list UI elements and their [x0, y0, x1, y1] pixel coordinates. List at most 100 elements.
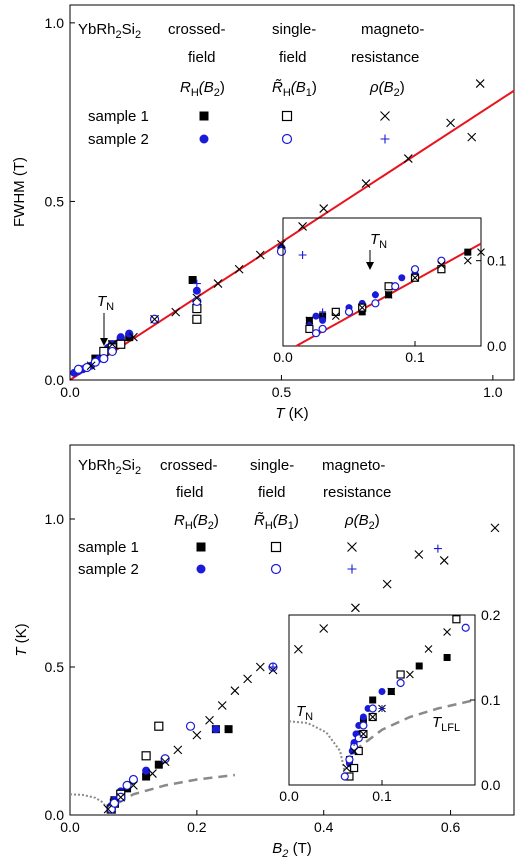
top-s4-point-0	[86, 361, 96, 371]
bottom-inset-s2-point-6-shape	[452, 615, 461, 624]
top-s3-point-1-shape	[82, 362, 92, 373]
bottom-s4-point-11	[255, 662, 265, 672]
top-legend-s1-marker-0	[199, 111, 209, 121]
top-s2-point-2	[116, 339, 126, 349]
bottom-inset-s4-point-2	[359, 730, 368, 738]
bottom-x-ticks: 0.0 0.2 0.4 0.6	[60, 810, 461, 835]
bottom-data-marks	[103, 523, 500, 814]
top-inset-s4-point-1	[331, 312, 340, 321]
top-s1-point-14	[192, 286, 201, 295]
bottom-legend-s1-marker-0	[196, 542, 206, 552]
top-s4-point-1-shape	[107, 339, 117, 349]
top-legend-s2-marker-2	[380, 134, 390, 144]
bottom-inset-tn-label: TN	[296, 703, 313, 723]
bottom-s5-point-1	[433, 544, 442, 553]
top-s4-point-14	[446, 118, 455, 128]
bottom-s4-point-10-shape	[243, 674, 252, 684]
bottom-inset-s4-point-8	[443, 628, 451, 636]
bottom-s4-point-19-shape	[490, 523, 500, 533]
top-inset-s2-point-3	[384, 282, 393, 291]
bottom-s1-point-7-shape	[211, 725, 220, 734]
bottom-s4-point-11-shape	[255, 662, 265, 672]
bottom-s4-point-5-shape	[173, 745, 183, 755]
bottom-col1-line2: field	[176, 484, 204, 501]
top-fit-line	[69, 89, 515, 381]
top-s3-point-0-shape	[73, 364, 84, 374]
top-inset-s4-point-4	[411, 273, 419, 282]
bottom-s4-point-6	[192, 730, 202, 740]
top-inset-s4-point-0-shape	[305, 316, 314, 325]
bottom-s4-point-19	[490, 523, 500, 533]
bottom-s2-point-4-shape	[154, 721, 164, 731]
bottom-s4-point-13-shape	[293, 644, 303, 654]
bottom-inset-s3-point-7-shape	[461, 623, 470, 632]
top-inset-s2-point-0	[305, 324, 314, 334]
bottom-legend-s2-marker-2	[347, 564, 357, 574]
top-inset-s3-point-4	[391, 282, 400, 291]
bottom-inset-s3-point-7	[461, 623, 470, 632]
bottom-inset-s1-point-5	[359, 713, 367, 721]
bottom-inset-tn-line	[288, 720, 346, 773]
bottom-s4-point-18-shape	[439, 556, 449, 565]
top-legend-s1-marker-1	[281, 110, 293, 122]
bottom-inset-s0-point-6-shape	[415, 662, 423, 670]
bottom-s4-point-2	[129, 781, 138, 790]
bottom-s4-point-17-shape	[414, 550, 424, 559]
bottom-inset-s3-point-0-shape	[340, 772, 349, 781]
top-inset-s4-point-4-shape	[411, 273, 419, 282]
top-s1-point-11-shape	[116, 333, 125, 342]
top-inset-s3-point-1-shape	[318, 324, 327, 334]
top-s4-point-15-shape	[467, 132, 477, 142]
bottom-s4-point-7	[205, 715, 214, 725]
top-y-axis-label: FWHM (T)	[11, 157, 28, 227]
bottom-x-label-2: 0.4	[314, 819, 334, 835]
top-x-label-2: 1.0	[483, 384, 503, 400]
top-s4-point-3	[150, 314, 159, 324]
top-s4-point-6-shape	[213, 279, 223, 288]
bottom-s4-point-9-shape	[230, 686, 240, 696]
bottom-compound-label: YbRh2Si2	[78, 457, 141, 477]
top-inset-y-label-1: 0.1	[487, 253, 507, 269]
top-col3-line2: resistance	[351, 49, 419, 66]
top-legend-s2-marker-2-shape	[380, 134, 390, 144]
top-s4-point-7	[234, 264, 244, 274]
bottom-s1-point-7	[211, 725, 220, 734]
top-inset-s0-point-1-shape	[319, 312, 327, 320]
bottom-s4-point-0	[103, 804, 113, 814]
bottom-inset-s1-point-5-shape	[359, 713, 367, 721]
top-s3-point-0	[73, 364, 84, 374]
bottom-y-label-2: 1.0	[45, 511, 65, 527]
top-inset-s4-point-3	[384, 290, 393, 299]
bottom-s3-point-6	[185, 721, 196, 731]
bottom-s4-point-5	[173, 745, 183, 755]
top-s4-point-15	[467, 132, 477, 142]
bottom-inset-s0-point-4	[369, 696, 377, 704]
top-s2-point-2-shape	[116, 339, 126, 349]
top-panel: 0.0 0.5 1.0 0.0 0.5 1.0 YbRh2Si2 crossed- fi…	[11, 4, 515, 422]
top-s0-point-5-shape	[188, 276, 197, 284]
bottom-inset-s0-point-4-shape	[369, 696, 377, 704]
top-inset-s3-point-0	[311, 329, 321, 338]
bottom-s5-point-0	[268, 663, 277, 671]
bottom-inset-s4-point-5-shape	[387, 687, 396, 696]
bottom-s4-point-8	[217, 701, 227, 710]
top-legend-s2-marker-0-shape	[199, 134, 209, 144]
top-inset-s0-point-6-shape	[464, 248, 472, 256]
top-inset-s3-point-5-shape	[410, 265, 420, 274]
bottom-col2-line1: single-	[250, 457, 294, 474]
top-legend-s2-marker-1	[281, 133, 293, 145]
top-col1-line2: field	[188, 49, 216, 66]
bottom-s4-point-15	[351, 603, 360, 613]
top-legend-sample1: sample 1	[88, 108, 149, 125]
top-y-label-1: 0.5	[45, 193, 65, 209]
bottom-inset-s1-point-7-shape	[378, 688, 386, 695]
bottom-legend-s2-marker-2-shape	[347, 564, 357, 574]
top-s5-point-0-shape	[192, 279, 201, 288]
bottom-inset-phase-lines	[288, 698, 476, 773]
top-s4-point-8	[255, 250, 265, 260]
top-s2-point-3-shape	[192, 314, 202, 324]
bottom-legend-s2-marker-0-shape	[196, 564, 206, 574]
top-inset-s1-point-2	[319, 316, 327, 324]
bottom-s4-point-18	[439, 556, 449, 565]
bottom-s4-point-4-shape	[160, 757, 170, 767]
